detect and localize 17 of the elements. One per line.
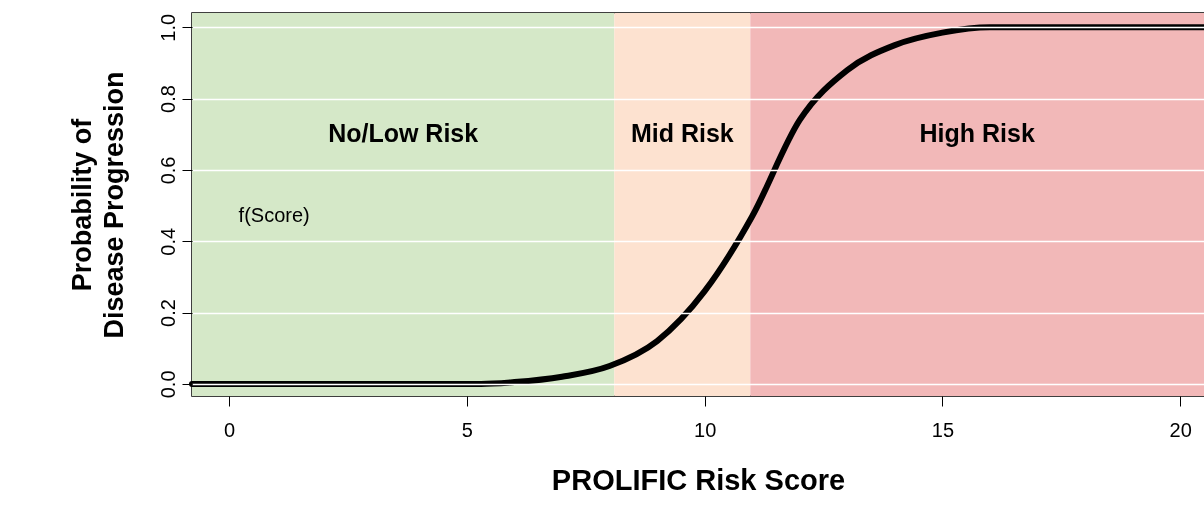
x-tick-label: 5 <box>461 418 473 441</box>
band-label: High Risk <box>919 119 1035 148</box>
y-tick-label: 0.8 <box>156 85 179 113</box>
y-axis-title: Probability of Disease Progression <box>66 71 129 339</box>
y-tick-label: 0.6 <box>156 156 179 185</box>
x-tick-label: 15 <box>931 418 955 441</box>
y-tick-label: 0.0 <box>156 370 179 399</box>
y-tick-label: 0.4 <box>156 227 179 256</box>
x-tick-label: 0 <box>224 418 236 441</box>
x-tick-label: 20 <box>1169 418 1192 441</box>
band-label: No/Low Risk <box>328 119 479 148</box>
x-tick-label: 10 <box>694 418 717 441</box>
annotation: f(Score) <box>238 204 310 227</box>
y-tick-label: 0.2 <box>156 299 179 327</box>
x-axis-title: PROLIFIC Risk Score <box>551 463 846 496</box>
band-label: Mid Risk <box>630 119 734 148</box>
y-tick-label: 1.0 <box>156 13 179 42</box>
